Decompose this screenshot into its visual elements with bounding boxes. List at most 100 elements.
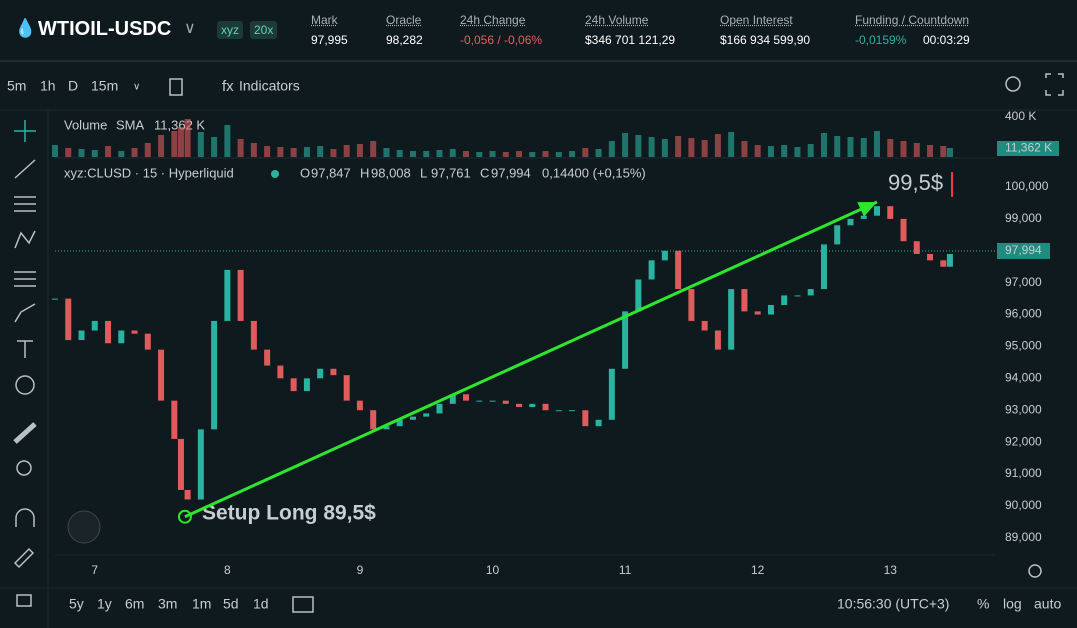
emoji-tool[interactable]	[15, 375, 35, 395]
ohlc-key: C	[480, 165, 489, 180]
forecast-tool[interactable]	[14, 271, 36, 287]
lock-tool[interactable]	[16, 594, 32, 607]
stat-label: 24h Volume	[585, 13, 649, 27]
candle-body	[211, 320, 218, 430]
candle-body	[714, 330, 721, 350]
volume-bar	[516, 151, 523, 157]
last-price-text: 97,994	[1005, 243, 1042, 257]
volume-bar	[820, 133, 827, 157]
scale-option[interactable]: log	[1003, 596, 1022, 612]
y-tick-label: 93,000	[1005, 402, 1042, 416]
ohlc-value: 97,847	[311, 165, 351, 180]
chevron[interactable]: ∨	[133, 82, 140, 93]
candle-body	[913, 241, 920, 254]
candle-body	[940, 260, 947, 267]
volume-bar	[224, 125, 231, 157]
scale-option[interactable]: %	[977, 596, 989, 612]
candle-body	[105, 320, 112, 344]
candle-body	[648, 260, 655, 280]
candle-body	[476, 400, 483, 402]
y-tick-label: 97,000	[1005, 275, 1042, 289]
volume-bar	[635, 135, 642, 157]
chevron[interactable]: ∨	[184, 20, 196, 37]
settings[interactable]	[1028, 564, 1042, 578]
draw-lock-tool[interactable]	[13, 547, 35, 569]
crosshair-tool[interactable]	[14, 120, 36, 142]
volume-bar	[396, 150, 403, 157]
y-tick-label: 99,000	[1005, 211, 1042, 225]
volume-bar	[303, 147, 310, 157]
volume-bar	[834, 136, 841, 157]
brush-tool[interactable]	[14, 303, 36, 323]
candle-body	[237, 269, 244, 321]
last-price-badge	[997, 242, 1050, 259]
magnet-tool[interactable]	[15, 508, 35, 527]
zoom-tool[interactable]	[16, 460, 32, 476]
badge: 20x	[250, 21, 278, 39]
candle-body	[171, 400, 178, 439]
scale-option[interactable]: auto	[1034, 596, 1061, 612]
volume-bar	[701, 140, 708, 157]
text-tool[interactable]	[17, 340, 33, 358]
ruler-tool[interactable]	[13, 422, 37, 444]
stat-extra: 00:03:29	[923, 33, 970, 47]
ohlc-value: 97,761	[431, 165, 471, 180]
arrow-start	[177, 509, 192, 524]
date-range[interactable]	[292, 596, 314, 613]
line-tool[interactable]	[14, 159, 36, 179]
y-tick-label: 90,000	[1005, 498, 1042, 512]
volume-bar	[211, 137, 218, 157]
candle-body	[688, 289, 695, 321]
sma-badge-text: 11,362 K	[1005, 141, 1052, 155]
candle-body	[290, 378, 297, 392]
candle-type[interactable]	[169, 78, 183, 96]
sma-badge	[997, 141, 1059, 156]
stat-label: 24h Change	[460, 13, 526, 27]
candle-body	[661, 250, 668, 261]
volume-bar	[675, 136, 682, 157]
volume-bar	[356, 144, 363, 157]
volume-bar	[184, 119, 191, 157]
interval[interactable]: D	[68, 78, 78, 94]
indicators[interactable]: Indicators	[239, 78, 300, 94]
candle-body	[356, 400, 363, 411]
candle-body	[946, 253, 953, 267]
search-icon[interactable]	[1005, 76, 1021, 92]
interval[interactable]: 15m	[91, 78, 118, 94]
tv-logo[interactable]	[67, 510, 101, 544]
volume-bar	[946, 148, 953, 157]
header: 💧 WTIOIL-USDC ∨ xyz 20x Mark 97,995 Oracle…	[0, 0, 1077, 62]
volume-bar	[449, 149, 456, 157]
candle-body	[118, 330, 125, 344]
x-tick-label: 10	[486, 563, 500, 577]
volume-bar	[237, 139, 244, 157]
ohlc-key: L	[420, 165, 427, 180]
volume-bar	[197, 132, 204, 157]
range[interactable]: 5y	[69, 596, 84, 612]
volume-bar	[940, 146, 947, 157]
volume-bar	[555, 152, 562, 157]
candle-body	[542, 403, 549, 411]
interval[interactable]: 5m	[7, 78, 26, 94]
volume-bar	[622, 133, 629, 157]
interval[interactable]: 1h	[40, 78, 56, 94]
pattern-tool[interactable]	[14, 230, 36, 249]
range[interactable]: 1y	[97, 596, 112, 612]
range[interactable]: 1m	[192, 596, 211, 612]
candle-body	[847, 218, 854, 226]
fib-tool[interactable]	[14, 196, 36, 212]
range[interactable]: 1d	[253, 596, 269, 612]
volume-tick: 400 K	[1005, 109, 1036, 123]
candle-body	[250, 320, 257, 350]
stat-value: 98,282	[386, 33, 423, 47]
candle-body	[887, 206, 894, 219]
tool-icons[interactable]	[13, 73, 1064, 613]
ohlc-value: 98,008	[371, 165, 411, 180]
range[interactable]: 6m	[125, 596, 144, 612]
range[interactable]: 5d	[223, 596, 239, 612]
range[interactable]: 3m	[158, 596, 177, 612]
fullscreen[interactable]	[1045, 73, 1064, 96]
marks: 400 K 89,000 90,000 91,000 92,000 93,000 94,00…	[52, 109, 1050, 577]
symbol[interactable]: WTIOIL-USDC	[38, 18, 172, 40]
